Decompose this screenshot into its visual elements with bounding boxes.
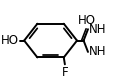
Text: HO: HO [1,34,19,47]
Text: F: F [62,66,68,79]
Text: NH: NH [89,45,107,58]
Text: NH: NH [89,23,107,36]
Text: HO: HO [78,14,96,27]
